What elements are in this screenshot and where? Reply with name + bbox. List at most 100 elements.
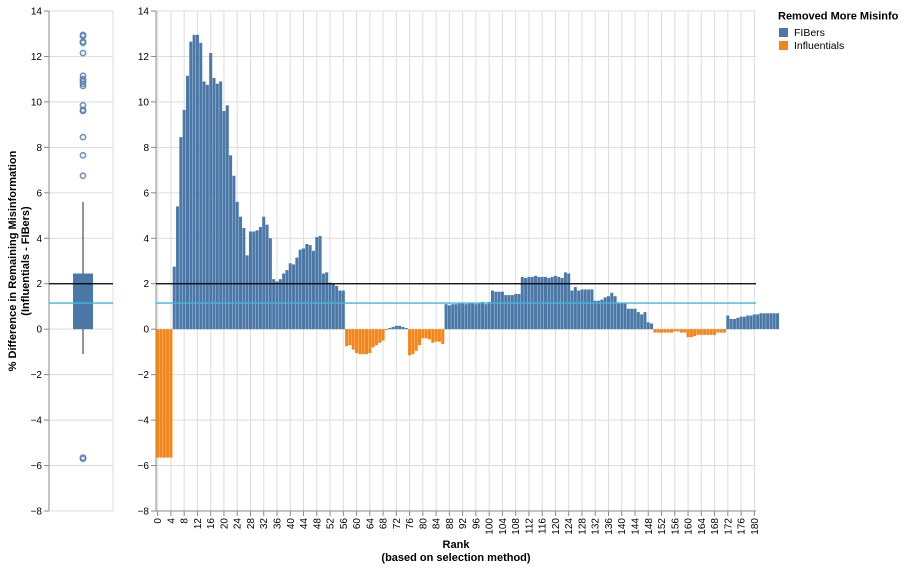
x-tick-label: 164 [697,518,708,535]
bar-fibers [593,300,597,330]
bar-fibers [454,304,458,330]
bar-influentials [663,329,667,333]
bar-fibers [258,226,262,330]
y-tick-label: 2 [143,279,149,290]
bar-fibers [311,250,315,330]
bar-fibers [623,303,627,330]
box-y-tick-label: −6 [31,461,43,472]
bar-fibers [451,304,455,330]
bar-fibers [388,328,392,330]
bar-influentials [411,329,415,355]
x-tick-label: 172 [723,518,734,535]
x-tick-label: 112 [524,518,535,534]
bar-fibers [514,293,518,330]
bar-fibers [746,315,750,330]
bar-fibers [335,286,339,330]
bar-influentials [699,329,703,335]
boxplot-panel: −8 −6 −4 −2 0 2 4 6 8 10 12 14 [31,7,114,518]
x-tick-label: 48 [312,518,323,530]
bar-fibers [504,295,508,330]
y-tick-label: 0 [143,325,149,336]
bar-influentials [706,329,710,335]
bar-influentials [719,329,723,333]
x-tick-label: 0 [153,518,164,524]
y-tick-label: 14 [138,7,150,18]
x-tick-label: 32 [259,518,270,530]
box-outlier [79,151,87,159]
bar-fibers [239,216,243,330]
x-tick-label: 76 [405,518,416,530]
x-tick-label: 24 [233,518,244,530]
bar-fibers [643,312,647,330]
bar-fibers [729,318,733,330]
bar-fibers [179,137,183,330]
bar-fibers [646,322,650,330]
bar-fibers [497,291,501,330]
bar-fibers [245,255,249,330]
bar-fibers [404,328,408,330]
bar-fibers [215,83,219,330]
bar-fibers [749,315,753,330]
bar-fibers [732,318,736,330]
bar-fibers [606,296,610,330]
legend-title: Removed More Misinfo [778,11,899,23]
bar-influentials [361,329,365,355]
x-tick-label: 88 [445,518,456,530]
bar-fibers [756,314,760,330]
bar-fibers [484,304,488,330]
bar-fibers [603,297,607,330]
bar-fibers [199,42,203,330]
bar-fibers [328,282,332,330]
x-tick-label: 44 [299,518,310,530]
legend-item-fibers[interactable]: FIBers [779,27,825,39]
bar-fibers [182,109,186,330]
bar-fibers [394,325,398,330]
bar-fibers [275,281,279,330]
bar-influentials [374,329,378,346]
x-tick-label: 116 [538,518,549,534]
bar-influentials [378,329,382,343]
bar-influentials [709,329,713,335]
bar-fibers [444,304,448,330]
x-axis-title-line1: Rank [443,539,471,551]
bar-fibers [490,290,494,330]
bar-fibers [176,206,180,330]
bar-fibers [633,308,637,330]
bar-fibers [288,263,292,330]
bar-influentials [166,329,170,458]
bar-fibers [769,313,773,330]
box-outlier [79,32,87,40]
bar-fibers [205,84,209,330]
bar-influentials [660,329,664,333]
bar-fibers [185,75,189,330]
bar-fibers [494,291,498,330]
bar-influentials [371,329,375,348]
x-tick-label: 16 [206,518,217,530]
bar-influentials [441,329,445,344]
bar-influentials [716,329,720,333]
x-tick-label: 104 [498,518,509,535]
x-tick-label: 64 [365,518,376,530]
x-tick-label: 8 [180,518,191,524]
legend-item-influentials[interactable]: Influentials [779,40,844,52]
x-tick-label: 108 [511,518,522,535]
bar-fibers [517,293,521,330]
bar-fibers [209,53,213,330]
y-tick-label: −6 [138,461,150,472]
bar-fibers [255,230,259,330]
y-tick-label: 4 [143,234,149,245]
y-tick-label: 6 [143,188,149,199]
box-outlier [79,39,87,47]
bar-influentials [679,329,683,333]
bar-fibers [563,272,567,330]
legend-label-fibers: FIBers [794,27,825,39]
bar-fibers [487,301,491,330]
x-tick-label: 80 [418,518,429,530]
bar-fibers [507,295,511,330]
bar-fibers [587,289,591,330]
x-axis-title-line2: (based on selection method) [381,552,530,564]
bar-fibers [726,315,730,330]
x-tick-label: 120 [551,518,562,535]
legend-swatch-influentials [779,41,788,50]
